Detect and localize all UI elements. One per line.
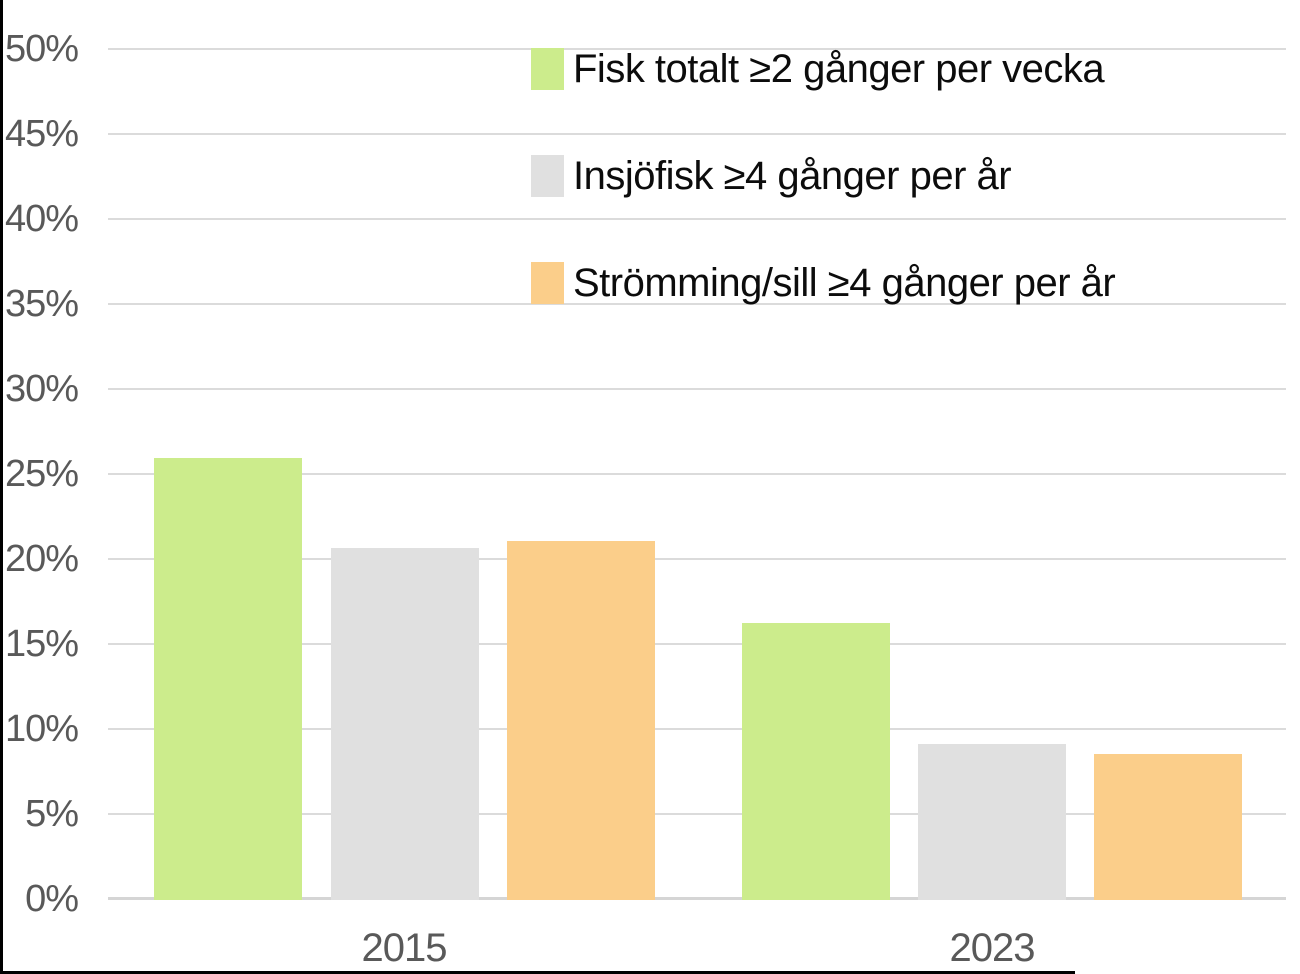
- legend-label: Insjöfisk ≥4 gånger per år: [573, 153, 1012, 198]
- y-tick-label-5%: 5%: [25, 793, 79, 835]
- frame-border-left: [0, 0, 3, 974]
- legend-item-insjofisk: Insjöfisk ≥4 gånger per år: [531, 151, 1115, 201]
- legend: Fisk totalt ≥2 gånger per vecka Insjöfis…: [531, 44, 1116, 365]
- y-tick-label-25%: 25%: [4, 453, 79, 495]
- gridline-40%: [108, 218, 1286, 220]
- x-tick-label-2015: 2015: [361, 926, 448, 970]
- bar-2023-series-1: [918, 744, 1066, 900]
- y-tick-label-10%: 10%: [4, 708, 79, 750]
- legend-swatch-green: [531, 48, 564, 90]
- bar-2015-series-2: [507, 541, 655, 900]
- legend-swatch-orange: [531, 262, 564, 304]
- bar-2015-series-0: [154, 458, 302, 900]
- bar-2023-series-0: [742, 623, 890, 900]
- gridline-50%: [108, 48, 1286, 50]
- y-tick-label-45%: 45%: [4, 113, 79, 155]
- y-tick-label-35%: 35%: [4, 283, 79, 325]
- gridline-25%: [108, 473, 1286, 475]
- legend-label: Strömming/sill ≥4 gånger per år: [573, 260, 1116, 305]
- gridline-30%: [108, 388, 1286, 390]
- y-tick-label-30%: 30%: [4, 368, 79, 410]
- y-tick-label-40%: 40%: [4, 198, 79, 240]
- legend-item-stromming-sill: Strömming/sill ≥4 gånger per år: [531, 258, 1116, 308]
- gridline-35%: [108, 303, 1286, 305]
- gridline-20%: [108, 558, 1286, 560]
- legend-label: Fisk totalt ≥2 gånger per vecka: [573, 46, 1105, 91]
- gridline-10%: [108, 728, 1286, 730]
- y-tick-label-0%: 0%: [25, 878, 79, 920]
- gridline-0%: [108, 897, 1286, 900]
- legend-swatch-gray: [531, 155, 564, 197]
- legend-item-fisk-totalt: Fisk totalt ≥2 gånger per vecka: [531, 44, 1115, 94]
- gridline-15%: [108, 643, 1286, 645]
- y-tick-label-15%: 15%: [4, 623, 79, 665]
- bar-2015-series-1: [331, 548, 479, 900]
- gridline-5%: [108, 813, 1286, 815]
- x-tick-label-2023: 2023: [949, 926, 1036, 970]
- y-tick-label-50%: 50%: [4, 28, 79, 70]
- gridline-45%: [108, 133, 1286, 135]
- bar-2023-series-2: [1094, 754, 1242, 900]
- y-tick-label-20%: 20%: [4, 538, 79, 580]
- frame-border-bottom: [0, 971, 1075, 974]
